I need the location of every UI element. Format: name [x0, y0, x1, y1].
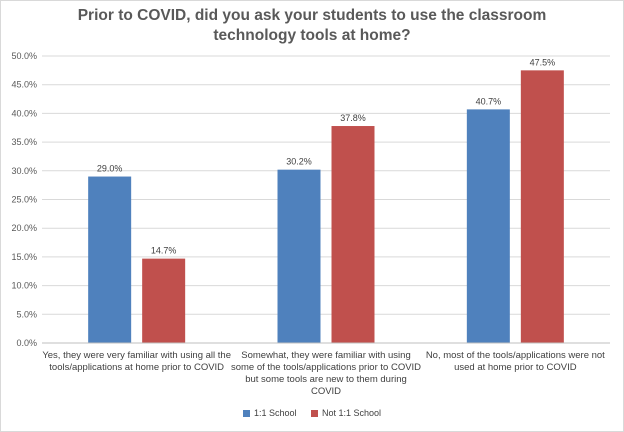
- data-label: 30.2%: [286, 157, 312, 167]
- bar: [277, 169, 321, 343]
- y-tick-label: 40.0%: [11, 108, 37, 118]
- y-tick-label: 0.0%: [16, 338, 37, 348]
- y-tick-label: 30.0%: [11, 166, 37, 176]
- chart-title: Prior to COVID, did you ask your student…: [77, 7, 547, 44]
- legend-label-1-1-school: 1:1 School: [253, 408, 297, 418]
- y-tick-label: 15.0%: [11, 252, 37, 262]
- data-label: 29.0%: [97, 164, 123, 174]
- bar: [88, 176, 132, 343]
- data-label: 14.7%: [151, 246, 177, 256]
- y-tick-label: 5.0%: [16, 309, 37, 319]
- legend-swatch-1-1-school: [242, 410, 250, 418]
- bar: [142, 258, 186, 343]
- legend-item-not-1-1-school: Not 1:1 School: [311, 408, 381, 418]
- data-label: 40.7%: [476, 96, 502, 106]
- data-label: 37.8%: [340, 113, 366, 123]
- bar: [520, 70, 564, 343]
- legend: 1:1 School Not 1:1 School: [0, 408, 624, 418]
- y-tick-label: 45.0%: [11, 80, 37, 90]
- x-category-label: Yes, they were very familiar with using …: [42, 350, 231, 373]
- y-tick-label: 50.0%: [11, 51, 37, 61]
- x-category-label: No, most of the tools/applications were …: [426, 350, 605, 373]
- y-tick-label: 25.0%: [11, 195, 37, 205]
- data-label: 47.5%: [530, 57, 556, 67]
- y-tick-label: 20.0%: [11, 223, 37, 233]
- legend-swatch-not-1-1-school: [311, 410, 318, 418]
- bar: [466, 109, 510, 344]
- bar: [331, 126, 375, 343]
- y-tick-label: 35.0%: [11, 137, 37, 147]
- legend-item-1-1-school: 1:1 School: [242, 408, 297, 418]
- legend-label-not-1-1-school: Not 1:1 School: [322, 408, 382, 418]
- y-tick-label: 10.0%: [11, 281, 37, 291]
- x-category-label: Somewhat, they were familiar with using s…: [231, 350, 421, 397]
